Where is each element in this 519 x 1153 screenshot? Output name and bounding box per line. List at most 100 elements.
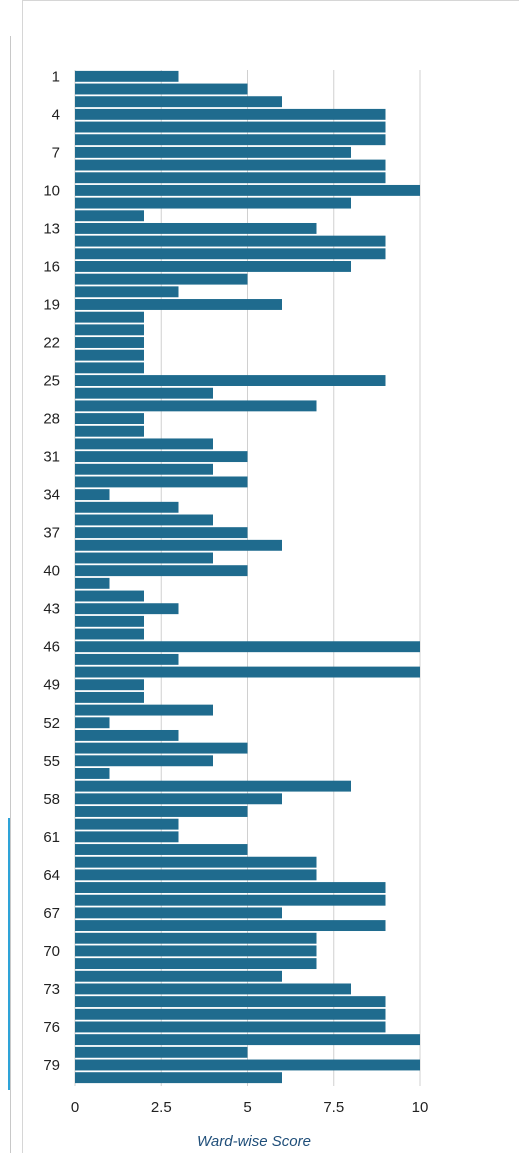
bar-ward-67 [75, 907, 282, 919]
y-tick-labels: 1 4 7 10 13 16 19 22 25 28 31 34 37 40 43 46 49 52 55 58 61 6… [43, 68, 60, 1074]
bar-ward-26 [75, 387, 213, 399]
y-tick-label-31: 31 [43, 449, 60, 466]
bar-ward-25 [75, 375, 386, 386]
bar-ward-33 [75, 476, 248, 488]
bar-ward-38 [75, 539, 282, 551]
y-tick-label-76: 76 [43, 1019, 60, 1036]
bar-ward-45 [75, 628, 144, 640]
left-panel-accent [8, 818, 10, 1090]
bar-ward-15 [75, 248, 386, 260]
bar-ward-70 [75, 945, 317, 957]
bar-ward-17 [75, 273, 248, 285]
bar-ward-4 [75, 108, 386, 120]
bar-ward-3 [75, 96, 282, 108]
bar-ward-65 [75, 882, 386, 893]
bar-ward-28 [75, 413, 144, 425]
bar-ward-41 [75, 577, 110, 589]
bar-ward-14 [75, 235, 386, 247]
y-tick-label-25: 25 [43, 373, 60, 390]
bar-ward-35 [75, 501, 179, 513]
y-tick-label-4: 4 [52, 106, 60, 123]
bar-ward-62 [75, 844, 248, 855]
bar-ward-72 [75, 970, 282, 982]
bar-ward-10 [75, 184, 420, 196]
bar-ward-54 [75, 742, 248, 754]
x-axis-label: Ward-wise Score [197, 1133, 311, 1150]
bar-ward-79 [75, 1059, 420, 1071]
bar-ward-64 [75, 869, 317, 881]
bar-ward-8 [75, 159, 386, 171]
bar-ward-39 [75, 552, 213, 564]
bar-ward-80 [75, 1072, 282, 1084]
y-tick-label-55: 55 [43, 753, 60, 770]
bars [75, 70, 420, 1084]
bar-ward-69 [75, 932, 317, 944]
bar-ward-52 [75, 717, 110, 729]
x-tick-label-2: 5 [243, 1099, 251, 1116]
bar-ward-76 [75, 1021, 386, 1033]
y-tick-label-1: 1 [52, 68, 60, 85]
y-tick-label-19: 19 [43, 296, 60, 313]
bar-ward-30 [75, 438, 213, 450]
bar-ward-66 [75, 894, 386, 906]
bar-ward-77 [75, 1034, 420, 1046]
bar-ward-29 [75, 425, 144, 437]
bar-ward-50 [75, 691, 144, 703]
bar-ward-24 [75, 362, 144, 374]
bar-ward-12 [75, 210, 144, 222]
y-tick-label-34: 34 [43, 487, 60, 504]
x-tick-label-0: 0 [71, 1099, 79, 1116]
y-tick-label-73: 73 [43, 981, 60, 998]
bar-ward-20 [75, 311, 144, 323]
bar-ward-16 [75, 261, 351, 272]
y-tick-label-13: 13 [43, 220, 60, 237]
bar-ward-68 [75, 920, 386, 932]
bar-ward-11 [75, 197, 351, 209]
bar-ward-56 [75, 768, 110, 779]
bar-ward-53 [75, 729, 179, 741]
bar-ward-73 [75, 983, 351, 995]
bar-ward-36 [75, 514, 213, 526]
bar-ward-18 [75, 286, 179, 298]
bar-ward-60 [75, 818, 179, 830]
y-tick-label-7: 7 [52, 144, 60, 161]
bar-ward-78 [75, 1046, 248, 1058]
bar-ward-9 [75, 172, 386, 184]
bar-ward-51 [75, 704, 213, 716]
bar-ward-55 [75, 755, 213, 767]
y-tick-label-28: 28 [43, 411, 60, 428]
bar-ward-21 [75, 324, 144, 336]
x-tick-label-4: 10 [412, 1099, 429, 1116]
bar-ward-32 [75, 463, 213, 475]
bar-ward-31 [75, 451, 248, 463]
y-tick-label-61: 61 [43, 829, 60, 846]
bar-ward-22 [75, 337, 144, 348]
x-tick-labels: 0 2.5 5 7.5 10 [71, 1099, 429, 1116]
y-tick-label-67: 67 [43, 905, 60, 922]
x-tick-label-3: 7.5 [323, 1099, 344, 1116]
bar-ward-2 [75, 83, 248, 95]
bar-ward-74 [75, 996, 386, 1008]
bar-ward-42 [75, 590, 144, 602]
x-tick-label-1: 2.5 [151, 1099, 172, 1116]
bar-ward-27 [75, 400, 317, 412]
y-tick-label-40: 40 [43, 563, 60, 580]
bar-ward-5 [75, 121, 386, 133]
y-tick-label-70: 70 [43, 943, 60, 960]
bar-ward-49 [75, 679, 144, 691]
bar-ward-34 [75, 489, 110, 501]
y-tick-label-64: 64 [43, 867, 60, 884]
bar-ward-7 [75, 146, 351, 158]
bar-ward-23 [75, 349, 144, 361]
y-tick-label-22: 22 [43, 335, 60, 352]
bar-ward-48 [75, 666, 420, 678]
bar-ward-13 [75, 222, 317, 234]
y-tick-label-58: 58 [43, 791, 60, 808]
y-tick-label-10: 10 [43, 182, 60, 199]
bar-ward-58 [75, 793, 282, 805]
bar-ward-57 [75, 780, 351, 792]
bar-ward-40 [75, 565, 248, 577]
bar-ward-1 [75, 70, 179, 82]
y-tick-label-79: 79 [43, 1057, 60, 1074]
y-tick-label-49: 49 [43, 677, 60, 694]
